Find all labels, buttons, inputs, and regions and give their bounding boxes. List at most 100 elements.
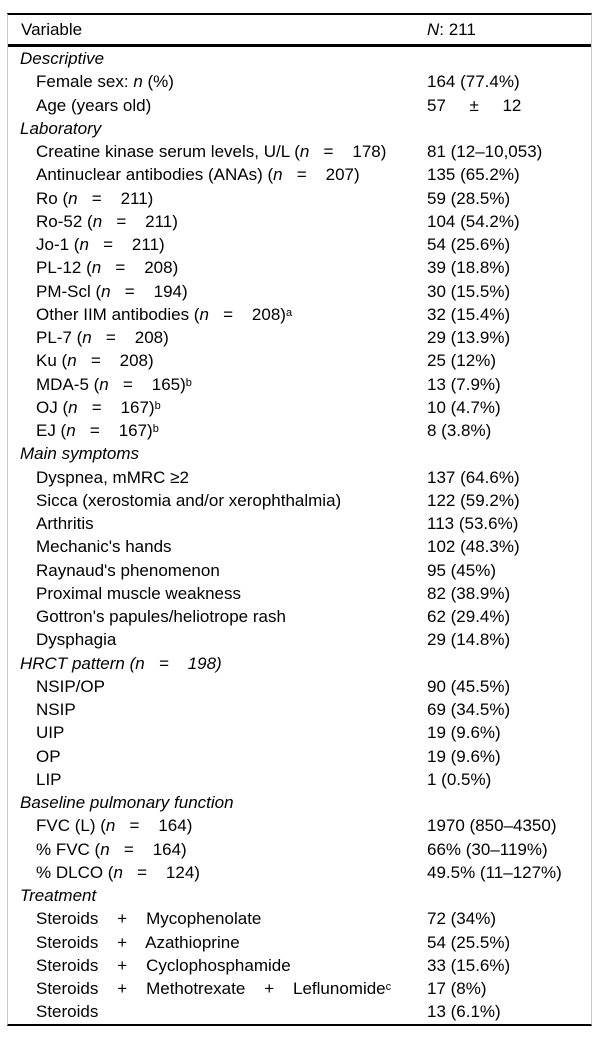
- table-row: UIP 19 (9.6%): [8, 721, 591, 744]
- row-value: 1970 (850–4350): [427, 816, 557, 836]
- table-row: FVC (L) (n = 164) 1970 (850–4350): [8, 814, 591, 837]
- row-label: % FVC (n = 164): [36, 839, 187, 859]
- row-label: NSIP: [36, 700, 76, 720]
- column-header-n: N: 211: [427, 20, 476, 39]
- row-label: Female sex: n (%): [36, 72, 174, 92]
- row-value: 81 (12–10,053): [427, 142, 543, 162]
- table-row: Other IIM antibodies (n = 208)a 32 (15.4%…: [8, 303, 591, 326]
- section-header-row: Baseline pulmonary function: [8, 791, 591, 814]
- table-row: PL-7 (n = 208) 29 (13.9%): [8, 326, 591, 349]
- row-label: Ro (n = 211): [36, 188, 154, 208]
- row-label: PM-Scl (n = 194): [36, 281, 188, 301]
- table-row: Dyspnea, mMRC ≥2 137 (64.6%): [8, 466, 591, 489]
- table-row: Female sex: n (%) 164 (77.4%): [8, 70, 591, 93]
- row-label: Main symptoms: [20, 444, 140, 464]
- row-value: 1 (0.5%): [427, 769, 492, 789]
- row-label: Steroids + Cyclophosphamide: [36, 955, 291, 975]
- table-row: % FVC (n = 164) 66% (30–119%): [8, 838, 591, 861]
- table-row: % DLCO (n = 124) 49.5% (11–127%): [8, 861, 591, 884]
- table-row: Steroids + Azathioprine 54 (25.5%): [8, 931, 591, 954]
- row-value: 62 (29.4%): [427, 607, 511, 627]
- row-label: Mechanic's hands: [36, 537, 172, 557]
- table-row: Proximal muscle weakness 82 (38.9%): [8, 582, 591, 605]
- table-row: Creatine kinase serum levels, U/L (n = 1…: [8, 140, 591, 163]
- row-label: LIP: [36, 769, 62, 789]
- row-label: Steroids + Mycophenolate: [36, 909, 262, 929]
- row-value: 95 (45%): [427, 560, 496, 580]
- table-row: OP 19 (9.6%): [8, 745, 591, 768]
- table-row: PM-Scl (n = 194) 30 (15.5%): [8, 280, 591, 303]
- row-value: 69 (34.5%): [427, 700, 511, 720]
- row-value: 104 (54.2%): [427, 211, 520, 231]
- row-label: UIP: [36, 723, 65, 743]
- table-row: Steroids + Mycophenolate 72 (34%): [8, 907, 591, 930]
- row-label: Proximal muscle weakness: [36, 583, 242, 603]
- row-value: 90 (45.5%): [427, 676, 511, 696]
- row-label: Jo-1 (n = 211): [36, 235, 165, 255]
- row-value: 164 (77.4%): [427, 72, 520, 92]
- row-value: 137 (64.6%): [427, 467, 520, 487]
- table-row: Age (years old) 57 ± 12: [8, 94, 591, 117]
- row-value: 29 (13.9%): [427, 328, 511, 348]
- row-value: 10 (4.7%): [427, 397, 501, 417]
- row-label: Arthritis: [36, 514, 94, 534]
- row-value: 54 (25.5%): [427, 932, 511, 952]
- row-value: 13 (6.1%): [427, 1002, 501, 1022]
- row-value: 32 (15.4%): [427, 304, 511, 324]
- row-label: OJ (n = 167)b: [36, 397, 161, 417]
- section-header-row: Treatment: [8, 884, 591, 907]
- row-label: NSIP/OP: [36, 676, 105, 696]
- column-header-variable: Variable: [21, 20, 83, 39]
- row-value: 25 (12%): [427, 351, 496, 371]
- row-value: 135 (65.2%): [427, 165, 520, 185]
- row-label: % DLCO (n = 124): [36, 862, 200, 882]
- section-header-row: Main symptoms: [8, 442, 591, 465]
- row-label: Antinuclear antibodies (ANAs) (n = 207): [36, 165, 360, 185]
- row-label: Dyspnea, mMRC ≥2: [36, 467, 189, 487]
- table-row: OJ (n = 167)b 10 (4.7%): [8, 396, 591, 419]
- row-value: 122 (59.2%): [427, 490, 520, 510]
- table-row: MDA-5 (n = 165)b 13 (7.9%): [8, 373, 591, 396]
- row-label: Steroids + Methotrexate + Leflunomidec: [36, 979, 392, 999]
- row-label: OP: [36, 746, 61, 766]
- table-row: Mechanic's hands 102 (48.3%): [8, 535, 591, 558]
- table-row: Raynaud's phenomenon 95 (45%): [8, 559, 591, 582]
- row-label: Steroids: [36, 1002, 99, 1022]
- table-row: PL-12 (n = 208) 39 (18.8%): [8, 256, 591, 279]
- row-label: PL-12 (n = 208): [36, 258, 179, 278]
- row-label: Sicca (xerostomia and/or xerophthalmia): [36, 490, 342, 510]
- row-value: 39 (18.8%): [427, 258, 511, 278]
- row-label: Laboratory: [20, 118, 102, 138]
- row-label: PL-7 (n = 208): [36, 328, 169, 348]
- row-label: Steroids + Azathioprine: [36, 932, 240, 952]
- table-row: LIP 1 (0.5%): [8, 768, 591, 791]
- row-value: 72 (34%): [427, 909, 496, 929]
- table-header-row: Variable N: 211: [8, 15, 591, 47]
- row-value: 102 (48.3%): [427, 537, 520, 557]
- table-row: Jo-1 (n = 211) 54 (25.6%): [8, 233, 591, 256]
- table-row: NSIP 69 (34.5%): [8, 698, 591, 721]
- table-row: Steroids + Cyclophosphamide 33 (15.6%): [8, 954, 591, 977]
- row-label: Other IIM antibodies (n = 208)a: [36, 304, 293, 324]
- row-label: Baseline pulmonary function: [20, 793, 234, 813]
- section-header-row: Laboratory: [8, 117, 591, 140]
- row-value: 33 (15.6%): [427, 955, 511, 975]
- row-label: Descriptive: [20, 49, 105, 69]
- table-row: Sicca (xerostomia and/or xerophthalmia) 1…: [8, 489, 591, 512]
- row-value: 57 ± 12: [427, 95, 522, 115]
- row-label: EJ (n = 167)b: [36, 421, 159, 441]
- row-value: 66% (30–119%): [427, 839, 548, 859]
- table-row: Gottron's papules/heliotrope rash 62 (29.…: [8, 605, 591, 628]
- table-row: Ro (n = 211) 59 (28.5%): [8, 187, 591, 210]
- row-value: 17 (8%): [427, 979, 487, 999]
- row-value: 59 (28.5%): [427, 188, 511, 208]
- table-row: Steroids 13 (6.1%): [8, 1000, 591, 1023]
- row-label: Age (years old): [36, 95, 152, 115]
- table-row: Dysphagia 29 (14.8%): [8, 628, 591, 651]
- row-value: 19 (9.6%): [427, 723, 501, 743]
- row-label: Treatment: [20, 886, 97, 906]
- row-value: 54 (25.6%): [427, 235, 511, 255]
- table-row: Antinuclear antibodies (ANAs) (n = 207) 1…: [8, 163, 591, 186]
- row-label: MDA-5 (n = 165)b: [36, 374, 192, 394]
- table-row: Arthritis 113 (53.6%): [8, 512, 591, 535]
